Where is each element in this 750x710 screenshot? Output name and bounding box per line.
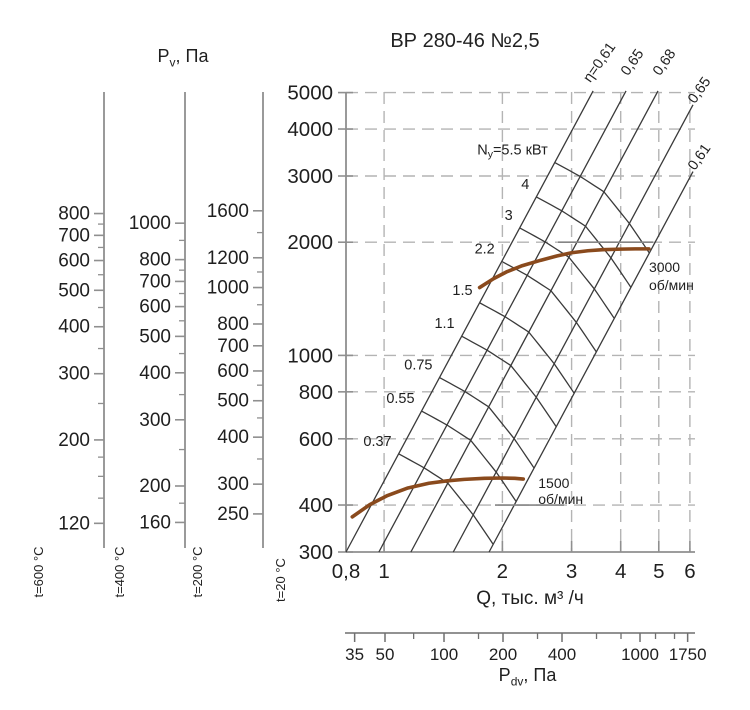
power-curve — [501, 260, 597, 353]
aux-tick-label: 800 — [217, 314, 249, 335]
aux-tick-label: 400 — [217, 427, 249, 448]
power-curve — [519, 227, 615, 319]
aux-tick-label: 800 — [58, 204, 90, 225]
aux-tick-label: 120 — [58, 513, 90, 534]
pdv-tick-label: 1750 — [669, 645, 707, 664]
aux-tick-label: 600 — [58, 251, 90, 272]
y-tick-label: 400 — [299, 494, 333, 517]
aux-tick-label: 700 — [58, 225, 90, 246]
x-tick-label: 1 — [378, 560, 389, 583]
pdv-tick-label: 50 — [376, 645, 395, 664]
aux-tick-label: 1000 — [129, 213, 171, 234]
temp-scale-label: t=200 °C — [190, 546, 205, 597]
y-tick-label: 4000 — [287, 118, 333, 141]
fan-curve-1500 — [350, 476, 526, 519]
pv-axis-label: Pv, Па — [157, 46, 209, 70]
x-tick-label: 5 — [653, 560, 664, 583]
fan-curve-3000 — [477, 247, 651, 290]
power-label: 4 — [521, 177, 529, 193]
y-tick-label: 2000 — [287, 231, 333, 254]
aux-tick-label: 700 — [217, 336, 249, 357]
aux-tick-label: 300 — [217, 474, 249, 495]
rpm-curve-label: 1500 — [538, 475, 569, 491]
efficiency-label: 0,65 — [618, 47, 647, 79]
aux-tick-label: 200 — [139, 476, 171, 497]
power-curve — [479, 302, 575, 394]
y-tick-label: 800 — [299, 381, 333, 404]
aux-tick-label: 300 — [58, 364, 90, 385]
temp-scale-label: t=600 °C — [31, 546, 46, 597]
aux-tick-label: 300 — [139, 410, 171, 431]
x-tick-label: 4 — [615, 560, 626, 583]
y-tick-label: 600 — [299, 428, 333, 451]
pdv-tick-label: 400 — [548, 645, 576, 664]
aux-tick-label: 1200 — [207, 248, 249, 269]
aux-tick-label: 800 — [139, 250, 171, 271]
aux-tick-label: 1600 — [207, 201, 249, 222]
rpm-curve-label: об/мин — [649, 277, 694, 293]
power-label: 0.75 — [404, 358, 432, 374]
aux-tick-label: 160 — [139, 512, 171, 533]
power-label: 0.37 — [363, 434, 391, 450]
power-label: 1.1 — [434, 316, 454, 332]
power-label: 2.2 — [475, 241, 495, 257]
temp-scale-label: t=400 °C — [112, 546, 127, 597]
power-curve — [554, 161, 650, 254]
pdv-axis-label: Pdv, Па — [498, 665, 557, 689]
aux-tick-label: 200 — [58, 430, 90, 451]
efficiency-line — [345, 90, 594, 553]
power-curve — [421, 410, 517, 502]
y-tick-label: 3000 — [287, 165, 333, 188]
rpm-curve-label: об/мин — [538, 491, 583, 507]
aux-tick-label: 700 — [139, 271, 171, 292]
pdv-tick-label: 100 — [430, 645, 458, 664]
efficiency-line — [410, 90, 659, 553]
aux-tick-label: 600 — [217, 361, 249, 382]
power-curve — [398, 453, 494, 545]
x-tick-label: 3 — [566, 560, 577, 583]
aux-tick-label: 400 — [139, 363, 171, 384]
x-tick-label: 6 — [684, 560, 695, 583]
aux-tick-label: 400 — [58, 317, 90, 338]
pdv-tick-label: 1000 — [621, 645, 659, 664]
y-tick-label: 5000 — [287, 82, 333, 105]
pdv-tick-label: 35 — [345, 645, 364, 664]
aux-tick-label: 500 — [217, 391, 249, 412]
rpm-curve-label: 3000 — [649, 259, 680, 275]
power-label: Nу=5.5 кВт — [477, 143, 548, 161]
chart-title: ВР 280-46 №2,5 — [390, 30, 540, 52]
aux-tick-label: 600 — [139, 297, 171, 318]
efficiency-line — [488, 171, 694, 553]
power-curve — [439, 377, 535, 469]
aux-tick-label: 250 — [217, 504, 249, 525]
power-curve — [461, 335, 557, 428]
temp-scale-label: t=20 °C — [273, 558, 288, 602]
q-axis-label: Q, тыс. м³ /ч — [476, 588, 584, 609]
pdv-tick-label: 200 — [489, 645, 517, 664]
aux-tick-label: 500 — [139, 326, 171, 347]
aux-tick-label: 1000 — [207, 278, 249, 299]
y-tick-label: 1000 — [287, 344, 333, 367]
power-label: 3 — [505, 208, 513, 224]
power-label: 0.55 — [386, 391, 414, 407]
efficiency-label: 0,68 — [650, 47, 679, 79]
aux-tick-label: 500 — [58, 280, 90, 301]
efficiency-line — [378, 90, 627, 553]
power-curve — [536, 196, 632, 288]
x-tick-label: 0,8 — [332, 560, 361, 583]
x-tick-label: 2 — [497, 560, 508, 583]
y-tick-label: 300 — [299, 541, 333, 564]
power-label: 1.5 — [452, 283, 472, 299]
